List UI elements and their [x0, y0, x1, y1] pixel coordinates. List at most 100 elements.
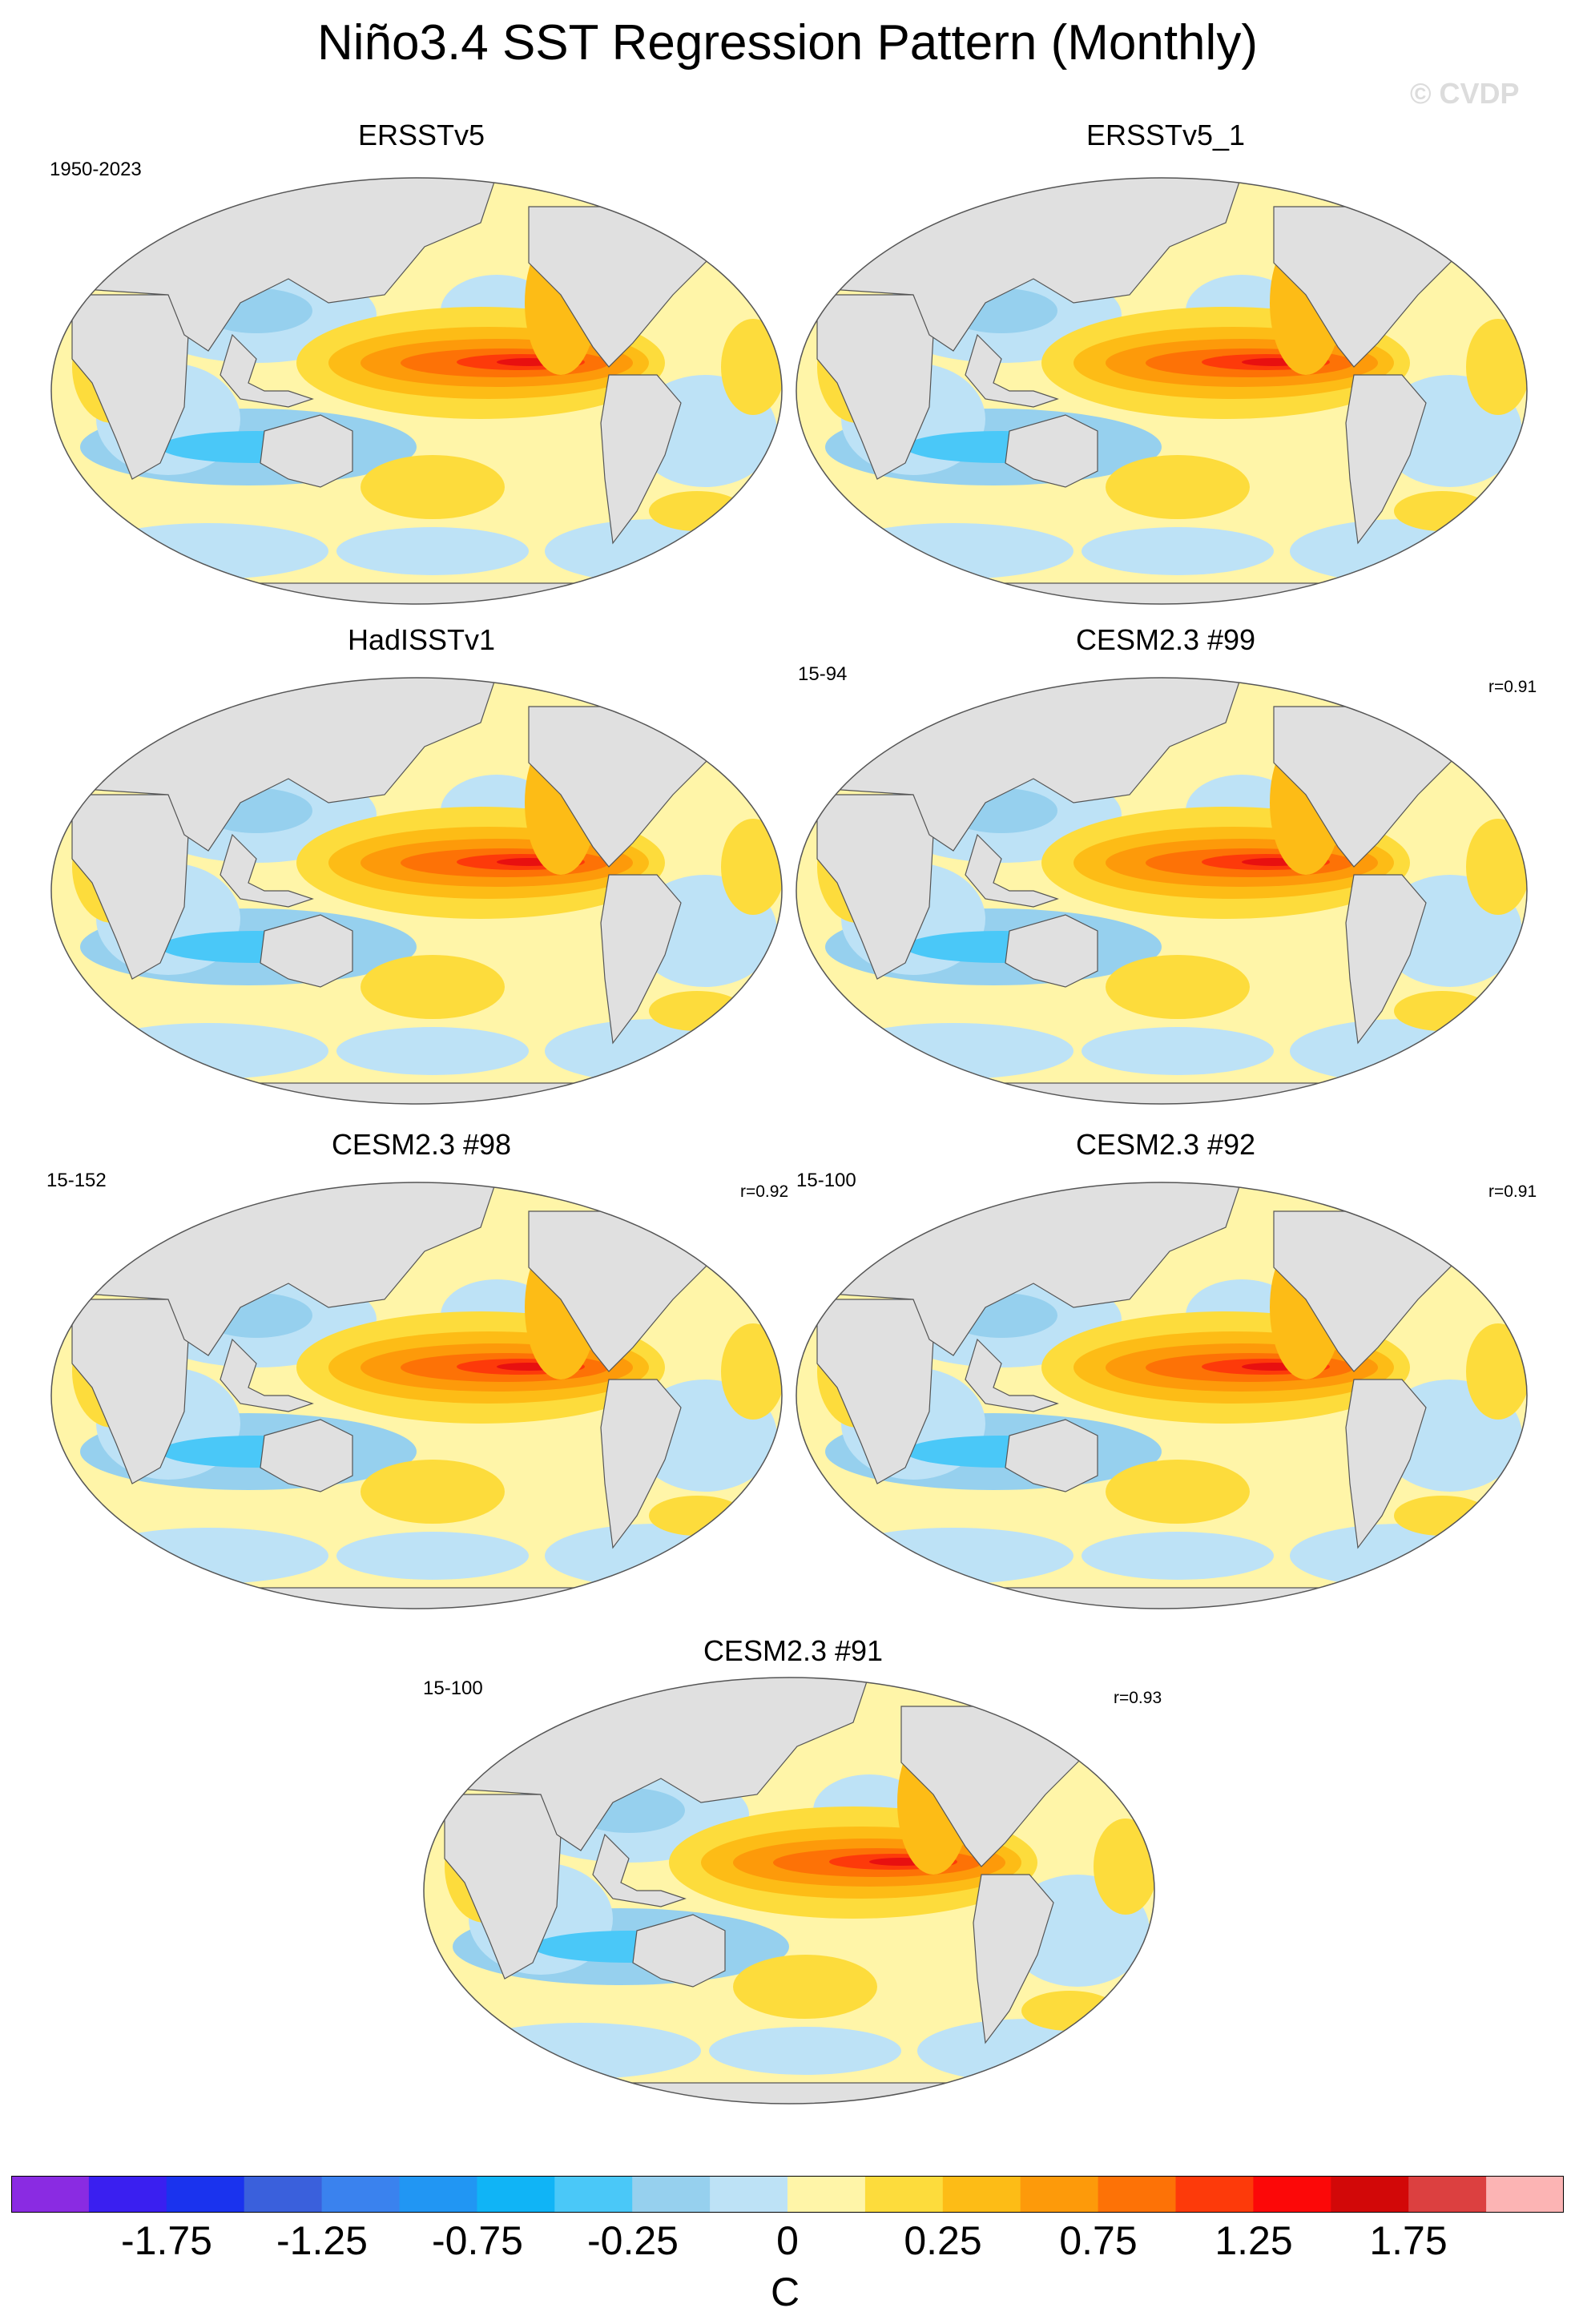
panel-correlation: r=0.93 — [1114, 1689, 1162, 1707]
landmass — [600, 874, 682, 1045]
warm-anomaly — [1106, 955, 1250, 1019]
colorbar-tick-label: -0.75 — [432, 2218, 523, 2263]
warm-anomaly — [1394, 991, 1490, 1031]
panel-title: ERSSTv5_1 — [1086, 119, 1246, 151]
colorbar-tick-label: -1.25 — [276, 2218, 368, 2263]
colorbar-swatch — [864, 2176, 944, 2213]
landmass — [1053, 1690, 1118, 1731]
warm-anomaly — [649, 1496, 745, 1536]
colorbar-swatch — [477, 2176, 555, 2213]
warm-anomaly — [1021, 1991, 1118, 2031]
colorbar-swatch — [166, 2176, 245, 2213]
warm-anomaly — [361, 455, 505, 519]
cool-anomaly — [88, 1528, 328, 1584]
cool-anomaly — [709, 2027, 901, 2075]
panel-years: 15-100 — [796, 1170, 856, 1191]
warm-anomaly — [1394, 1496, 1490, 1536]
landmass — [965, 333, 1059, 408]
warm-anomaly — [1394, 491, 1490, 531]
colorbar-tick-label: 1.75 — [1369, 2218, 1448, 2263]
map-outline — [50, 177, 783, 605]
sst-map-panel-6 — [796, 1182, 1528, 1609]
cool-anomaly — [88, 523, 328, 579]
landmass — [1345, 874, 1427, 1045]
landmass — [1345, 374, 1427, 545]
landmass — [592, 1833, 687, 1907]
cool-anomaly — [461, 2023, 701, 2079]
sst-map-panel-7 — [423, 1677, 1155, 2104]
colorbar-tick-label: 1.25 — [1214, 2218, 1293, 2263]
panel-title: ERSSTv5 — [357, 119, 485, 151]
colorbar-swatch — [1486, 2176, 1564, 2213]
warm-anomaly — [361, 1460, 505, 1524]
sst-map-panel-2 — [796, 177, 1528, 605]
cool-anomaly — [336, 527, 529, 575]
colorbar-swatch — [1098, 2176, 1176, 2213]
landmass — [260, 1419, 353, 1492]
map-body — [796, 678, 1527, 1104]
colorbar-border — [11, 2176, 1564, 2213]
cool-anomaly — [336, 1532, 529, 1580]
warm-anomaly — [1106, 455, 1250, 519]
warm-anomaly — [733, 1955, 877, 2019]
colorbar-tick-label: 0.75 — [1059, 2218, 1138, 2263]
panel-correlation: r=0.91 — [1488, 1182, 1537, 1201]
map-outline — [796, 1182, 1528, 1609]
landmass — [1005, 1419, 1098, 1492]
panel-years: 15-100 — [423, 1678, 483, 1699]
colorbar-swatch — [942, 2176, 1021, 2213]
colorbar-units: C — [770, 2270, 800, 2314]
colorbar-swatch — [321, 2176, 400, 2213]
landmass — [220, 1338, 314, 1412]
colorbar-swatch — [1020, 2176, 1099, 2213]
landmass — [220, 833, 314, 908]
warm-anomaly — [361, 955, 505, 1019]
map-outline — [50, 677, 783, 1105]
warm-anomaly — [1094, 1819, 1154, 1915]
colorbar-swatch — [1408, 2176, 1487, 2213]
cvdp-watermark: © CVDP — [1410, 77, 1520, 110]
sst-map-panel-3 — [50, 677, 783, 1105]
landmass — [1425, 190, 1491, 232]
panel-title: CESM2.3 #99 — [1075, 623, 1256, 656]
warm-anomaly — [1466, 319, 1527, 415]
colorbar-tick-label: -0.25 — [587, 2218, 679, 2263]
landmass — [965, 833, 1059, 908]
panel-title: CESM2.3 #91 — [703, 1634, 884, 1667]
colorbar-swatch — [554, 2176, 633, 2213]
colorbar-swatch — [710, 2176, 788, 2213]
colorbar-swatch — [1253, 2176, 1331, 2213]
panel-years: 15-94 — [798, 663, 848, 685]
cool-anomaly — [1082, 1532, 1274, 1580]
panel-title: CESM2.3 #92 — [1075, 1128, 1256, 1161]
cool-anomaly — [88, 1023, 328, 1079]
landmass — [1425, 1194, 1491, 1236]
warm-anomaly — [649, 491, 745, 531]
landmass — [632, 1914, 726, 1988]
map-body — [51, 1182, 782, 1609]
warm-anomaly — [721, 319, 782, 415]
colorbar-tick-label: 0 — [776, 2218, 799, 2263]
colorbar-swatch — [11, 2176, 90, 2213]
landmass — [680, 190, 746, 232]
landmass — [680, 1194, 746, 1236]
landmass — [1345, 1379, 1427, 1549]
cool-anomaly — [336, 1027, 529, 1075]
colorbar-swatch — [244, 2176, 323, 2213]
panel-correlation: r=0.91 — [1488, 678, 1537, 696]
colorbar-tick-label: 0.25 — [904, 2218, 982, 2263]
map-outline — [796, 677, 1528, 1105]
landmass — [680, 690, 746, 731]
panel-title: CESM2.3 #98 — [331, 1128, 512, 1161]
landmass — [965, 1338, 1059, 1412]
warm-anomaly — [1106, 1460, 1250, 1524]
panel-correlation: r=0.92 — [740, 1182, 789, 1201]
cool-anomaly — [833, 1528, 1073, 1584]
colorbar-swatch — [1331, 2176, 1409, 2213]
cool-anomaly — [1082, 527, 1274, 575]
colorbar-swatch — [88, 2176, 167, 2213]
landmass — [1425, 690, 1491, 731]
landmass — [1005, 414, 1098, 488]
warm-anomaly — [721, 1323, 782, 1420]
colorbar-swatch — [632, 2176, 711, 2213]
